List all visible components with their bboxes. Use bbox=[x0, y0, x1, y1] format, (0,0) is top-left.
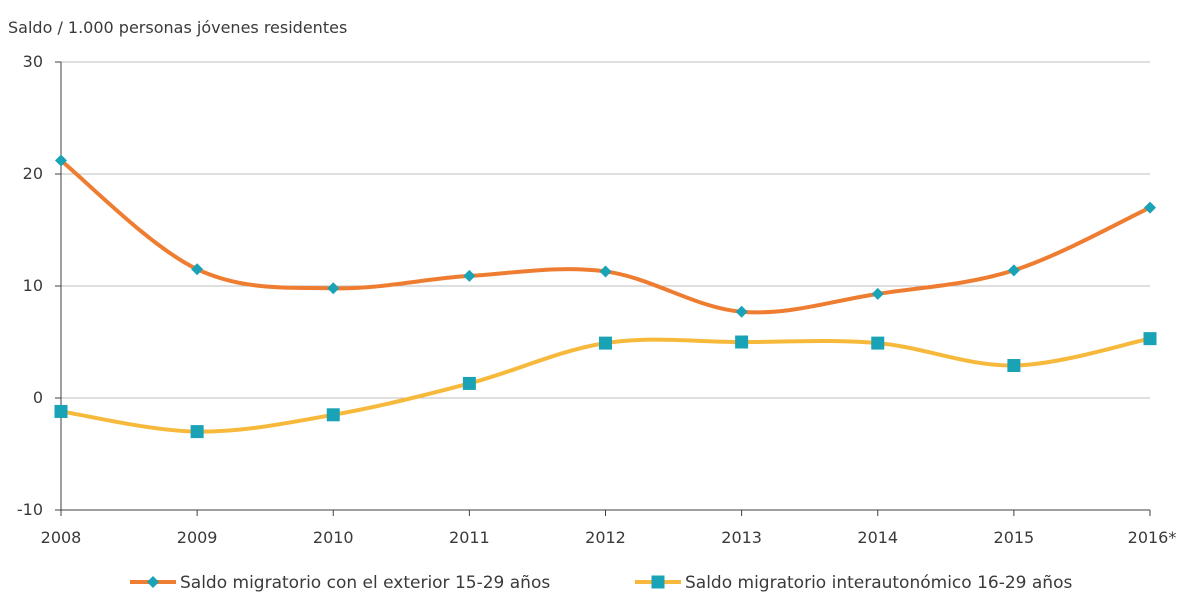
gridlines bbox=[61, 61, 1150, 399]
data-point bbox=[599, 336, 612, 350]
data-point bbox=[55, 154, 67, 167]
data-point bbox=[735, 335, 749, 349]
y-axis-title: Saldo / 1.000 personas jóvenes residente… bbox=[8, 18, 347, 37]
data-point bbox=[54, 404, 68, 418]
data-point bbox=[463, 269, 476, 282]
series-1 bbox=[55, 154, 1156, 318]
y-tick-label: 0 bbox=[33, 388, 43, 407]
data-point bbox=[191, 263, 204, 276]
legend-item-2: Saldo migratorio interautonómico 16-29 a… bbox=[635, 573, 1072, 592]
y-tick-label: 30 bbox=[23, 52, 43, 71]
y-tick-labels: 30 20 10 0 -10 bbox=[17, 52, 43, 519]
legend: Saldo migratorio con el exterior 15-29 a… bbox=[130, 573, 1072, 592]
legend-item-1: Saldo migratorio con el exterior 15-29 a… bbox=[130, 573, 550, 592]
data-point bbox=[871, 287, 884, 300]
data-point bbox=[599, 265, 612, 278]
y-tick-label: 10 bbox=[23, 276, 43, 295]
data-point bbox=[1007, 359, 1021, 373]
series-group bbox=[54, 154, 1157, 439]
series-line bbox=[59, 158, 1152, 315]
legend-marker bbox=[651, 575, 665, 589]
legend-label: Saldo migratorio interautonómico 16-29 a… bbox=[685, 573, 1072, 592]
series-line bbox=[59, 336, 1152, 434]
x-tick-label: 2012 bbox=[585, 528, 626, 547]
x-tick-label: 2014 bbox=[857, 528, 898, 547]
data-point bbox=[1007, 264, 1020, 277]
x-tick-label: 2011 bbox=[449, 528, 490, 547]
x-tick-label: 2008 bbox=[41, 528, 82, 547]
axes bbox=[55, 61, 1151, 516]
y-tick-label: -10 bbox=[17, 500, 43, 519]
data-point bbox=[735, 305, 748, 318]
y-tick-label: 20 bbox=[23, 164, 43, 183]
x-tick-label: 2013 bbox=[721, 528, 762, 547]
data-point bbox=[871, 336, 885, 350]
data-point bbox=[1143, 332, 1157, 346]
data-point bbox=[327, 282, 340, 295]
x-tick-labels: 2008 2009 2010 2011 2012 2013 2014 2015 2016* bbox=[41, 528, 1177, 547]
x-tick-label: 2010 bbox=[313, 528, 354, 547]
series-2 bbox=[54, 332, 1157, 439]
data-point bbox=[462, 376, 476, 390]
legend-label: Saldo migratorio con el exterior 15-29 a… bbox=[180, 573, 550, 592]
x-tick-label: 2009 bbox=[177, 528, 218, 547]
data-point bbox=[190, 425, 204, 439]
x-tick-label: 2015 bbox=[994, 528, 1035, 547]
data-point bbox=[326, 408, 340, 422]
x-tick-label: 2016* bbox=[1128, 528, 1177, 547]
legend-marker bbox=[147, 576, 159, 588]
data-point bbox=[1144, 201, 1156, 214]
